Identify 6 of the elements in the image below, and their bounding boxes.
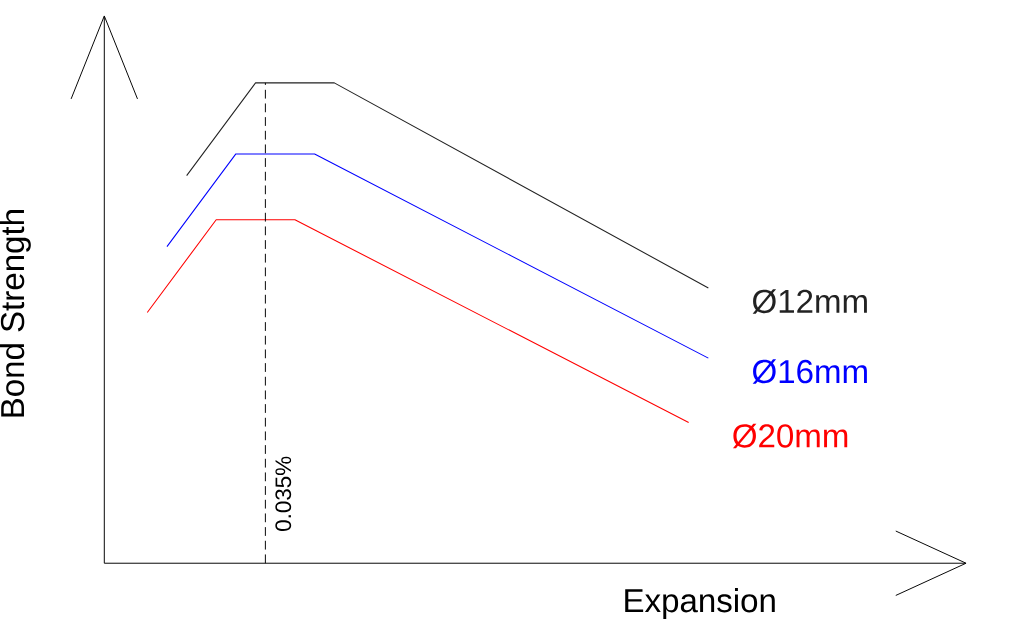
annotation: 0.035% xyxy=(275,456,292,532)
y-axis-title: Bond Strength xyxy=(0,210,31,417)
series-label: Ø16mm xyxy=(752,359,867,384)
series-label: Ø20mm xyxy=(732,423,848,449)
series-label: Ø12mm xyxy=(752,289,867,314)
x-axis-title: Expansion xyxy=(625,588,775,620)
